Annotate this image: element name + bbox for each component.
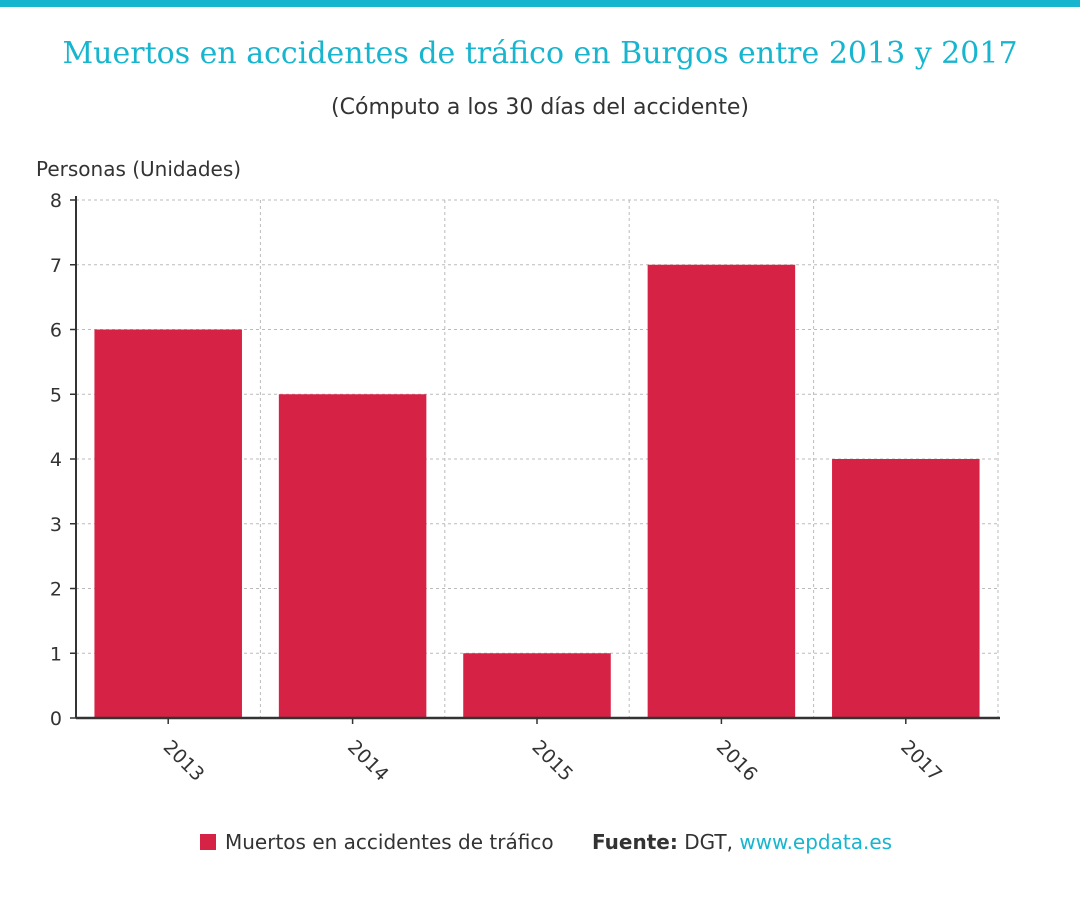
x-tick-label: 2015 <box>527 736 577 786</box>
x-tick-label: 2013 <box>159 736 209 786</box>
y-tick-label: 8 <box>50 190 62 212</box>
bar-2014 <box>278 394 427 718</box>
axes-layer <box>70 196 1000 724</box>
source-note: Fuente: DGT, www.epdata.es <box>592 830 892 854</box>
bar-2015 <box>463 653 611 718</box>
y-tick-label: 1 <box>50 643 62 665</box>
y-tick-label: 6 <box>50 320 62 342</box>
legend-swatch <box>200 834 216 850</box>
x-tick-label: 2016 <box>712 736 762 786</box>
chart-title: Muertos en accidentes de tráfico en Burg… <box>62 36 1018 71</box>
x-tick-label: 2014 <box>343 736 393 786</box>
y-tick-label: 3 <box>50 514 62 536</box>
y-tick-label: 4 <box>50 449 62 471</box>
top-accent-bar <box>0 0 1080 7</box>
source-label: Fuente: <box>592 830 678 854</box>
y-tick-label: 0 <box>50 708 62 730</box>
y-axis-label: Personas (Unidades) <box>36 157 241 181</box>
source-link[interactable]: www.epdata.es <box>739 830 893 854</box>
bar-2017 <box>832 459 980 718</box>
legend: Muertos en accidentes de tráfico <box>200 830 554 854</box>
y-tick-label: 7 <box>50 255 62 277</box>
y-tick-label: 2 <box>50 579 62 601</box>
y-tick-label: 5 <box>50 384 62 406</box>
x-tick-label: 2017 <box>896 736 946 786</box>
source-text: DGT, <box>677 830 740 854</box>
bar-2016 <box>647 264 796 718</box>
bars-layer <box>94 264 980 718</box>
chart-subtitle: (Cómputo a los 30 días del accidente) <box>331 95 749 120</box>
bar-2013 <box>94 329 242 718</box>
legend-label: Muertos en accidentes de tráfico <box>225 830 554 854</box>
